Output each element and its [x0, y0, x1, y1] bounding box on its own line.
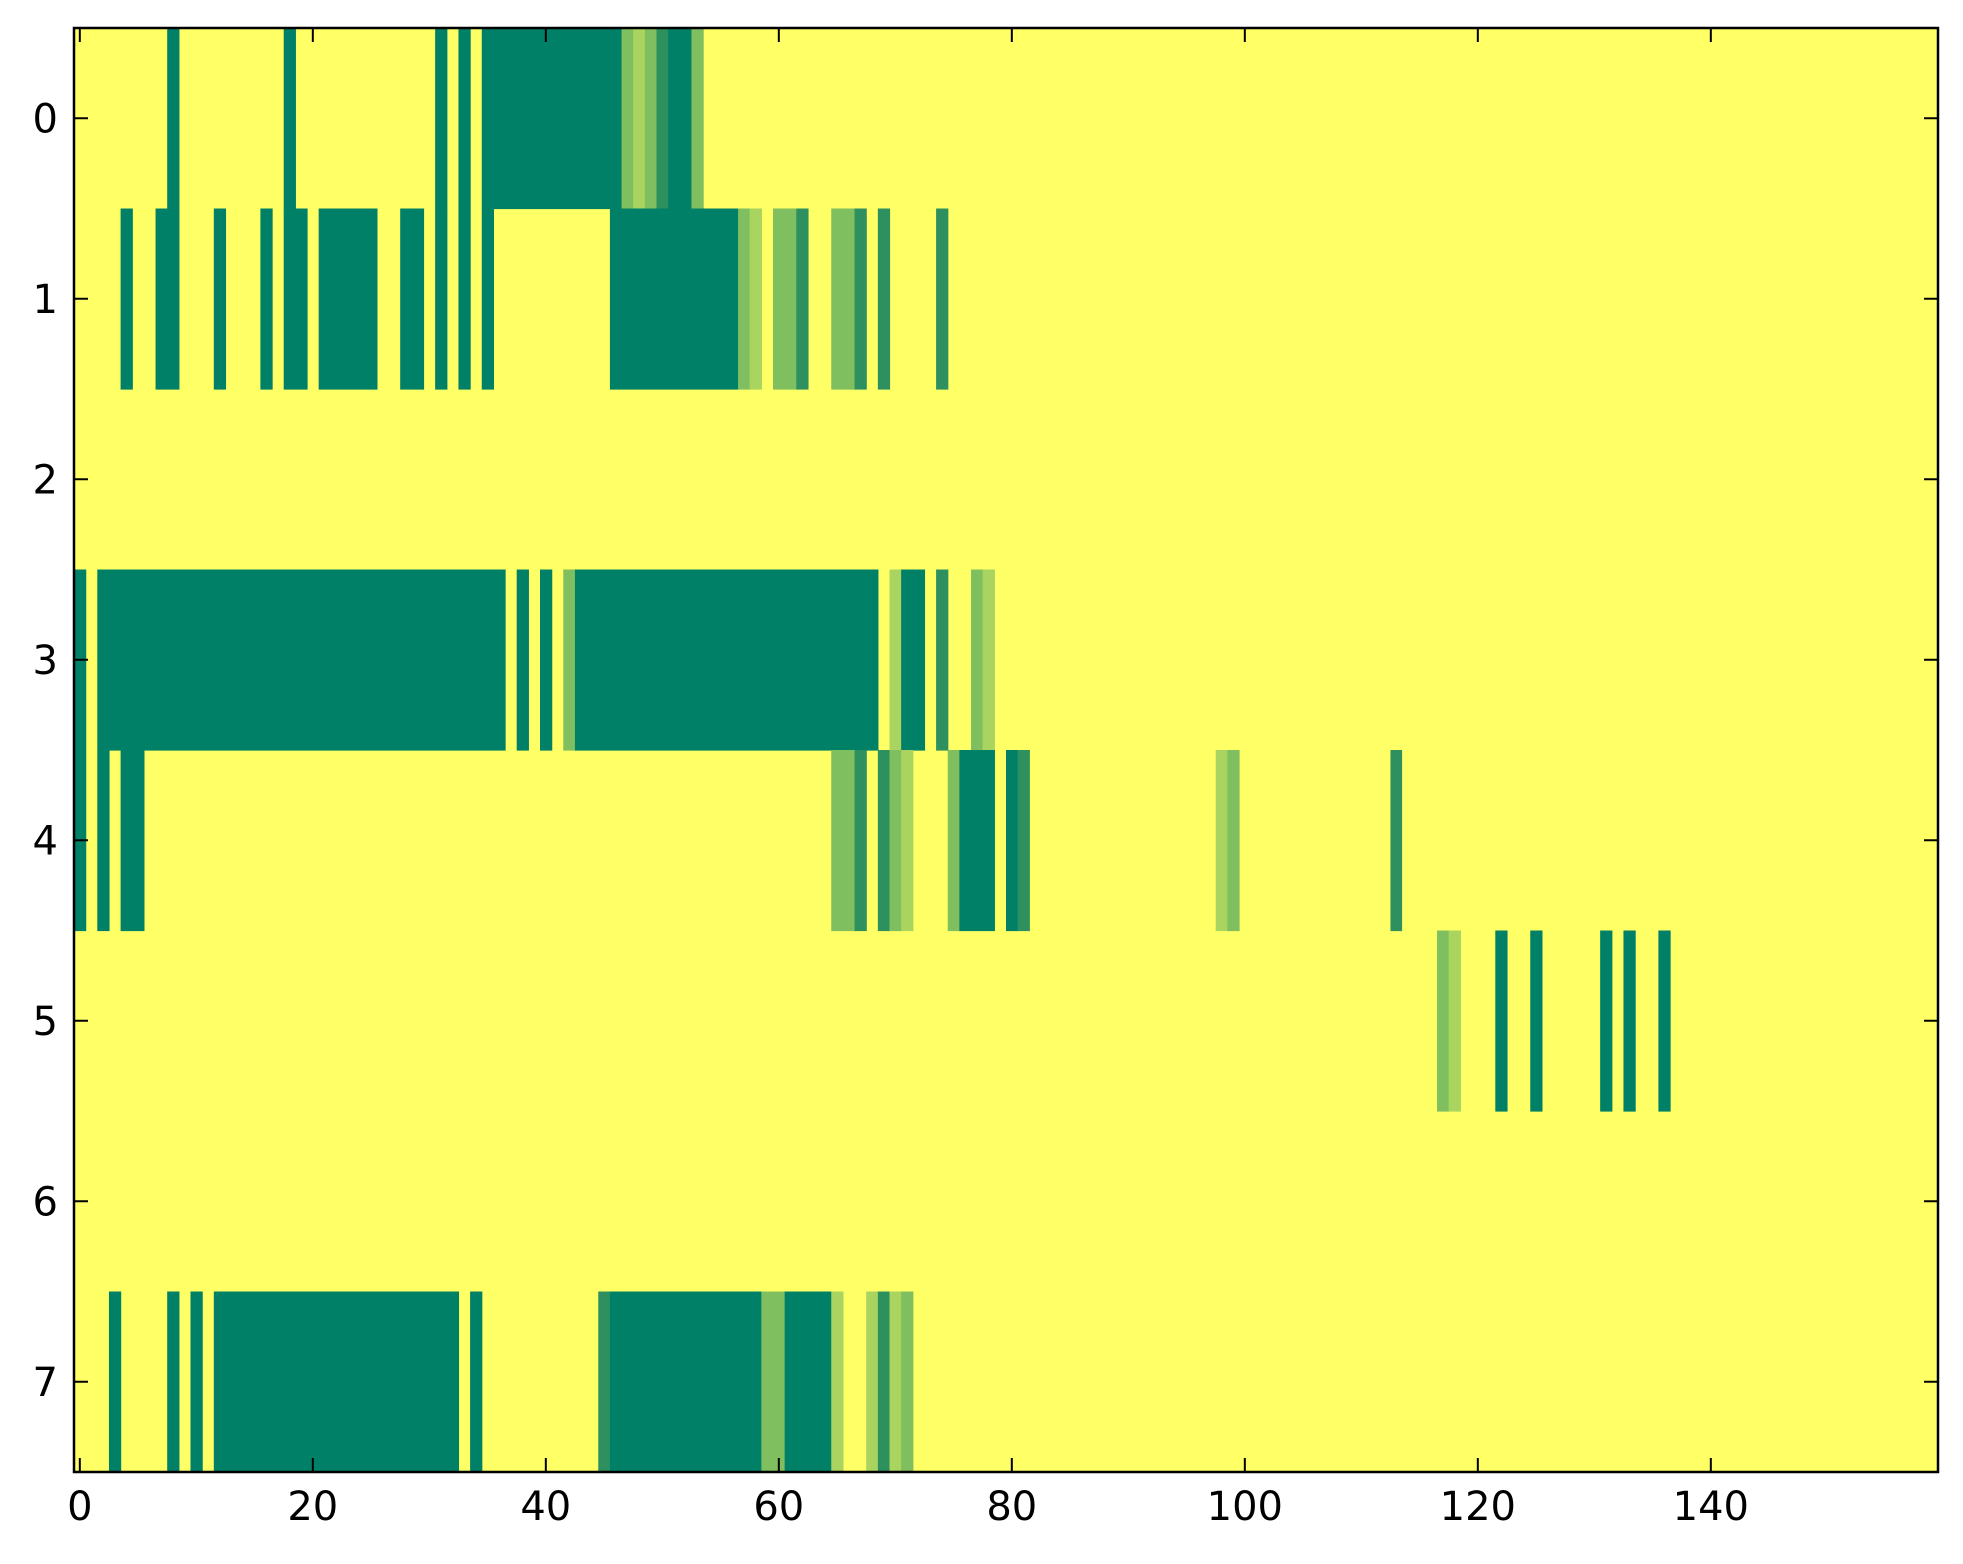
- heatmap-cell-row-5-col-118: [1448, 930, 1461, 1112]
- heatmap-cell-row-7-col-59: [761, 1291, 786, 1473]
- heatmap-cell-row-0-col-33: [458, 28, 471, 210]
- y-tick-label: 1: [33, 277, 58, 323]
- heatmap-cell-row-3-col-77: [971, 569, 984, 751]
- heatmap-cell-row-0-col-31: [435, 28, 448, 210]
- y-tick-label: 2: [33, 457, 58, 503]
- x-tick-label: 80: [986, 1484, 1037, 1530]
- heatmap-cell-row-7-col-34: [470, 1291, 483, 1473]
- heatmap-cell-row-4-col-75: [947, 750, 960, 932]
- heatmap-cell-row-1-col-65: [831, 208, 856, 390]
- heatmap-cell-row-5-col-136: [1658, 930, 1671, 1112]
- heatmap-cell-row-4-col-4: [120, 750, 145, 932]
- heatmap-cell-row-3-col-38: [516, 569, 529, 751]
- heatmap-cell-row-0-col-49: [644, 28, 658, 210]
- x-tick-label: 60: [753, 1484, 804, 1530]
- heatmap-cell-row-0-col-50: [656, 28, 669, 210]
- heatmap-cell-row-5-col-117: [1437, 930, 1450, 1112]
- y-tick-label: 0: [33, 96, 58, 142]
- heatmap-cell-row-1-col-4: [120, 208, 133, 390]
- y-tick-labels: 0 1 2 3 4 5 6 7: [33, 96, 58, 1406]
- heatmap-cell-row-1-col-35: [481, 208, 494, 390]
- plot-frame: [72, 26, 1940, 1474]
- heatmap-cell-row-3-col-40: [540, 569, 553, 751]
- heatmap-cell-row-7-col-68: [866, 1291, 879, 1473]
- heatmap-cell-row-7-col-71: [901, 1291, 914, 1473]
- heatmap-cell-row-1-col-46: [609, 208, 739, 390]
- x-tick-labels: 0 20 40 60 80 100 120 140: [67, 1484, 1749, 1530]
- heatmap-cell-row-7-col-61: [784, 1291, 832, 1473]
- heatmap-cell-row-4-col-70: [889, 750, 902, 932]
- heatmap-cell-row-7-col-8: [167, 1291, 180, 1473]
- heatmap-cell-row-1-col-12: [213, 208, 227, 390]
- heatmap-cell-row-5-col-131: [1600, 930, 1613, 1112]
- heatmap-cell-row-1-col-57: [738, 208, 751, 390]
- heatmap-cell-row-1-col-7: [155, 208, 180, 390]
- heatmap-cell-row-0-col-48: [633, 28, 646, 210]
- heatmap-cell-row-7-col-70: [889, 1291, 902, 1473]
- heatmap-cell-row-0-col-18: [283, 28, 296, 210]
- heatmap-cell-row-0-col-53: [691, 28, 704, 210]
- x-tick-label: 100: [1207, 1484, 1283, 1530]
- heatmap-cell-row-0-col-47: [621, 28, 634, 210]
- heatmap-cell-row-4-col-67: [854, 750, 867, 932]
- heatmap-cell-row-4-col-113: [1390, 750, 1403, 932]
- heatmap-cell-row-4-col-76: [959, 750, 995, 932]
- heatmap-cell-row-5-col-125: [1530, 930, 1543, 1112]
- heatmap-cell-row-1-col-16: [260, 208, 273, 390]
- heatmap-cell-row-3-col-70: [889, 569, 902, 751]
- heatmap-cell-row-4-col-69: [877, 750, 891, 932]
- heatmap-cell-row-4-col-98: [1215, 750, 1228, 932]
- heatmap-cell-row-0-col-51: [668, 28, 693, 210]
- heatmap-cell-row-4-col-81: [1017, 750, 1030, 932]
- heatmap-cell-row-1-col-18: [283, 208, 308, 390]
- heatmap-cell-row-3-col-78: [982, 569, 995, 751]
- heatmap-cell-row-1-col-21: [318, 208, 378, 390]
- heatmap-cell-row-7-col-3: [108, 1291, 122, 1473]
- x-tick-label: 120: [1440, 1484, 1516, 1530]
- heatmap-cell-row-1-col-58: [749, 208, 762, 390]
- y-tick-label: 7: [33, 1360, 58, 1406]
- heatmap-cell-row-5-col-133: [1623, 930, 1636, 1112]
- y-tick-label: 3: [33, 638, 58, 684]
- heatmap-cell-row-1-col-69: [877, 208, 891, 390]
- heatmap-cell-row-7-col-69: [877, 1291, 891, 1473]
- heatmap-cell-row-7-col-12: [213, 1291, 460, 1473]
- heatmap-cell-row-3-col-2: [97, 569, 506, 751]
- x-tick-label: 40: [520, 1484, 571, 1530]
- heatmap-cell-row-4-col-99: [1227, 750, 1240, 932]
- heatmap-cell-row-4-col-2: [97, 750, 110, 932]
- heatmap-cell-row-1-col-61: [784, 208, 797, 390]
- x-tick-label: 140: [1673, 1484, 1749, 1530]
- heatmap-cell-row-1-col-60: [773, 208, 786, 390]
- y-tick-label: 6: [33, 1179, 58, 1225]
- heatmap-cell-row-3-col-42: [563, 569, 576, 751]
- heatmap-cell-row-7-col-45: [598, 1291, 611, 1473]
- heatmap-cell-row-0-col-35: [481, 28, 623, 210]
- x-tick-label: 0: [67, 1484, 92, 1530]
- heatmap-cell-row-1-col-33: [458, 208, 471, 390]
- y-tick-label: 5: [33, 999, 58, 1045]
- heatmap-cell-row-7-col-46: [609, 1291, 762, 1473]
- heatmap-cell-row-1-col-31: [435, 208, 448, 390]
- x-tick-label: 20: [287, 1484, 338, 1530]
- axis-ticks: [74, 28, 1938, 1472]
- heatmap-cell-row-1-col-28: [400, 208, 425, 390]
- heatmap-cell-row-4-col-114: [1402, 750, 1415, 932]
- heatmap-cells: [74, 28, 1671, 1473]
- heatmap-cell-row-3-col-43: [574, 569, 879, 751]
- heatmap-cell-row-4-col-65: [831, 750, 856, 932]
- heatmap-cell-row-3-col-74: [936, 569, 949, 751]
- heatmap-cell-row-4-col-71: [901, 750, 914, 932]
- y-tick-label: 4: [33, 818, 58, 864]
- heatmap-cell-row-5-col-122: [1495, 930, 1508, 1112]
- heatmap-cell-row-4-col-80: [1006, 750, 1019, 932]
- heatmap-cell-row-1-col-67: [854, 208, 867, 390]
- heatmap-cell-row-1-col-62: [796, 208, 809, 390]
- heatmap-cell-row-7-col-65: [831, 1291, 844, 1473]
- heatmap-cell-row-0-col-8: [167, 28, 180, 210]
- heatmap-cell-row-1-col-74: [936, 208, 949, 390]
- heatmap-cell-row-7-col-10: [190, 1291, 203, 1473]
- heatmap-cell-row-3-col-71: [901, 569, 926, 751]
